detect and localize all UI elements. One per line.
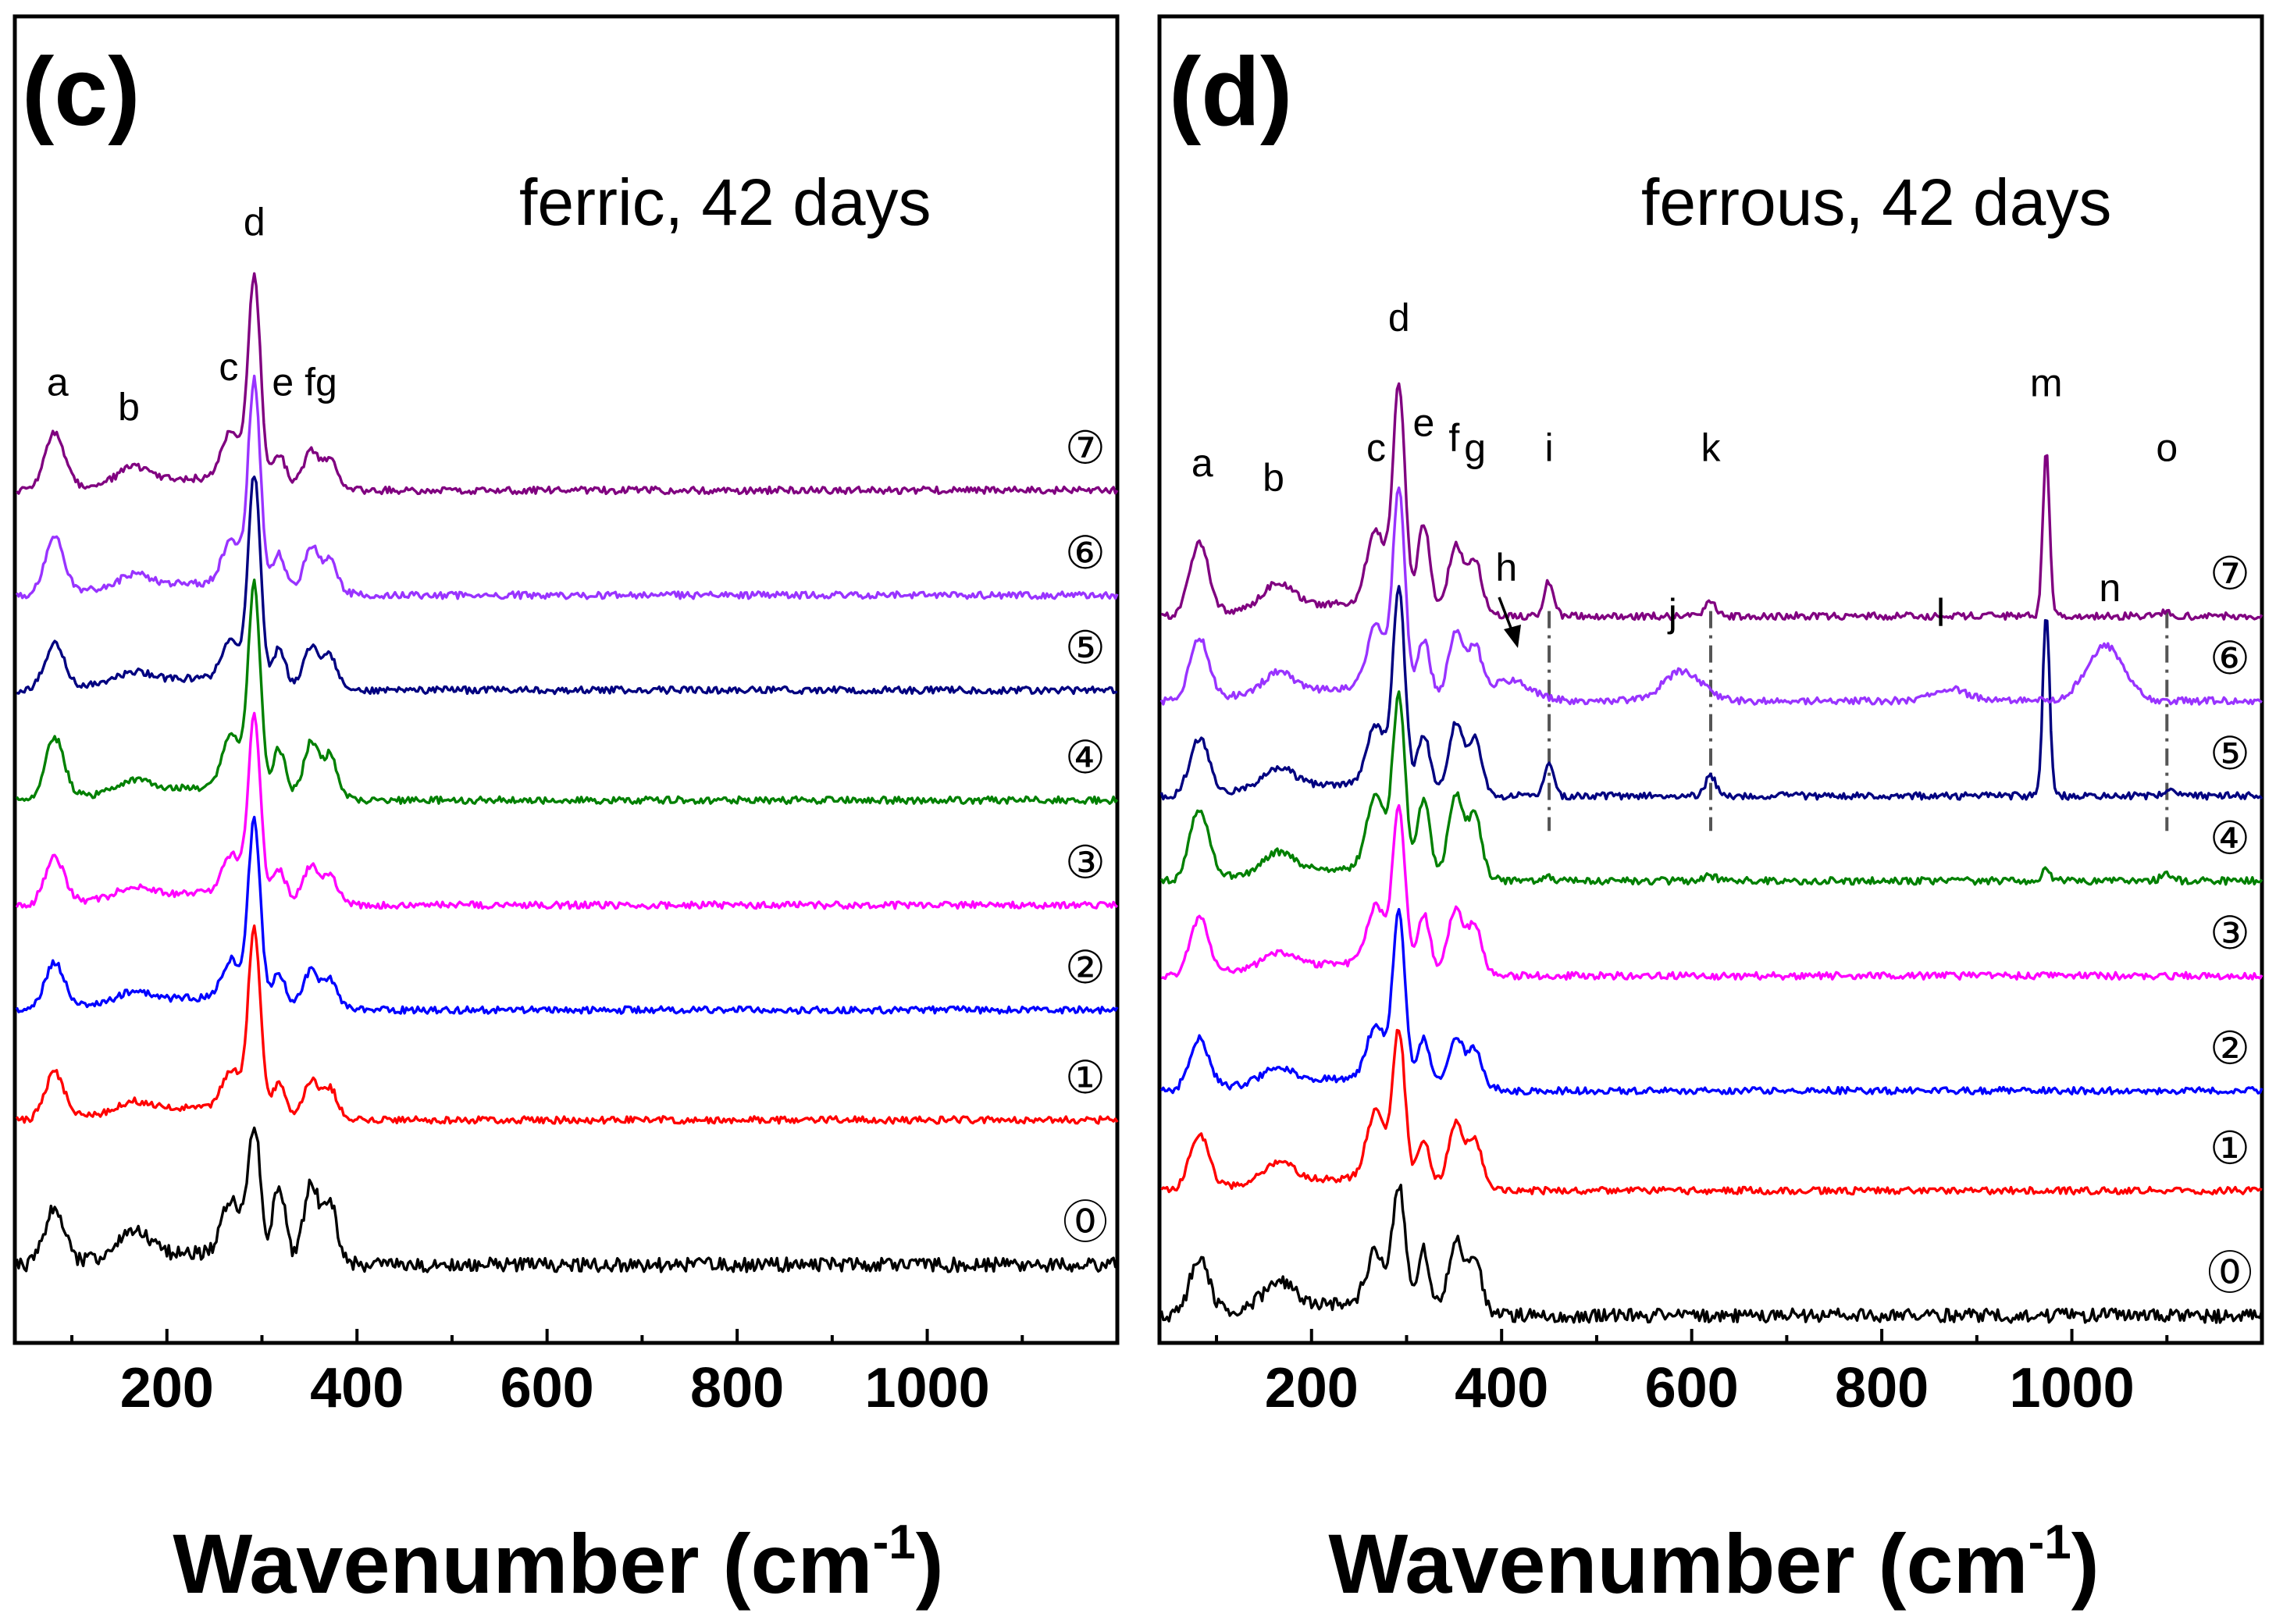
- trace-2: [1160, 907, 2264, 1096]
- trace-3: [1161, 803, 2264, 981]
- x-tick-label-1000: 1000: [2009, 1357, 2134, 1419]
- trace-6: [1159, 486, 2263, 706]
- panel-d-h-arrow-head: [1504, 625, 1521, 648]
- trace-0: [1159, 1184, 2264, 1324]
- panel-d-peak-labels: a b c d e f g i k m o h j l n: [1191, 296, 2178, 635]
- trace-4: [1159, 690, 2264, 886]
- peak-label-e: e: [272, 360, 294, 404]
- series-label-5: ⑤: [1065, 621, 1106, 674]
- panel-c-x-axis-title-end: ): [916, 1516, 944, 1611]
- x-tick-label-800: 800: [690, 1357, 784, 1419]
- series-label-3: ③: [2210, 906, 2250, 960]
- series-label-4: ④: [1065, 731, 1106, 784]
- peak-label-a: a: [1191, 441, 1213, 485]
- peak-label-i: i: [1545, 426, 1554, 470]
- peak-label-fg: fg: [305, 360, 337, 404]
- series-label-6: ⑥: [1065, 526, 1106, 579]
- peak-label-b: b: [118, 385, 140, 429]
- series-label-5: ⑤: [2210, 727, 2250, 780]
- peak-label-a: a: [47, 360, 69, 404]
- x-tick-label-800: 800: [1835, 1357, 1929, 1419]
- x-tick-label-400: 400: [310, 1357, 404, 1419]
- series-label-7: ⑦: [1065, 421, 1106, 474]
- series-label-1: ①: [1065, 1051, 1106, 1104]
- panel-c-x-axis-title-main: Wavenumber (cm: [173, 1516, 872, 1611]
- x-tick-label-200: 200: [120, 1357, 214, 1419]
- trace-0: [15, 1126, 1119, 1273]
- panel-c-frame: [12, 14, 1120, 1345]
- peak-label-b: b: [1263, 456, 1284, 500]
- panel-d-condition: ferrous, 42 days: [1641, 166, 2111, 239]
- series-label-2: ②: [2210, 1021, 2250, 1074]
- trace-3: [15, 711, 1119, 910]
- peak-label-c: c: [1366, 426, 1386, 470]
- panel-d-label: (d): [1169, 38, 1292, 146]
- peak-label-e: e: [1412, 401, 1434, 445]
- series-label-4: ④: [2210, 812, 2250, 865]
- peak-label-c: c: [219, 345, 238, 389]
- trace-6: [15, 374, 1119, 600]
- panel-c-condition: ferric, 42 days: [519, 166, 931, 239]
- peak-label-n: n: [2099, 566, 2121, 610]
- x-tick-label-1000: 1000: [864, 1357, 989, 1419]
- panel-c: (c) ferric, 42 days a b c d e fg ⓪ ① ② ③ ④ ⑤ ⑥ ⑦ 200…: [12, 14, 1120, 1611]
- series-label-3: ③: [1065, 836, 1106, 889]
- trace-5: [16, 475, 1118, 696]
- panel-c-traces: [15, 272, 1119, 1273]
- series-label-0: ⓪: [2207, 1246, 2253, 1299]
- panel-c-series-labels: ⓪ ① ② ③ ④ ⑤ ⑥ ⑦: [1063, 421, 1108, 1248]
- trace-2: [15, 815, 1119, 1015]
- peak-label-d: d: [1388, 296, 1410, 340]
- panel-c-x-axis-title-sup: -1: [873, 1515, 916, 1569]
- panel-c-label: (c): [22, 38, 141, 146]
- panel-c-x-ticks: 200 400 600 800 1000: [70, 1329, 1024, 1419]
- trace-7: [1160, 382, 2264, 621]
- series-label-2: ②: [1065, 941, 1106, 994]
- panel-c-peak-labels: a b c d e fg: [47, 201, 337, 429]
- peak-label-l: l: [1936, 591, 1945, 635]
- x-tick-label-600: 600: [1645, 1357, 1739, 1419]
- peak-label-j: j: [1667, 591, 1677, 635]
- peak-label-f: f: [1448, 416, 1459, 460]
- trace-5: [1159, 585, 2264, 801]
- trace-7: [16, 272, 1119, 496]
- panel-d-x-axis-title-sup: -1: [2028, 1515, 2071, 1569]
- panel-d-series-labels: ⓪ ① ② ③ ④ ⑤ ⑥ ⑦: [2207, 547, 2253, 1299]
- panel-d: (d) ferrous, 42 days a b c d e f g i k m o h j l n ⓪ ① ②…: [1157, 14, 2264, 1611]
- series-label-6: ⑥: [2210, 632, 2250, 685]
- trace-1: [1160, 1028, 2263, 1196]
- series-label-7: ⑦: [2210, 547, 2250, 600]
- peak-label-o: o: [2156, 426, 2178, 470]
- x-tick-label-400: 400: [1455, 1357, 1548, 1419]
- panel-d-traces: [1159, 382, 2264, 1324]
- peak-label-h: h: [1495, 546, 1517, 589]
- series-label-0: ⓪: [1063, 1195, 1108, 1248]
- trace-1: [15, 924, 1119, 1125]
- panel-d-guide-lines: [1548, 611, 2169, 832]
- peak-label-m: m: [2030, 361, 2063, 404]
- panel-d-x-axis-title-end: ): [2071, 1516, 2100, 1611]
- peak-label-g: g: [1464, 426, 1486, 470]
- peak-label-k: k: [1701, 426, 1722, 470]
- panel-d-x-ticks: 200 400 600 800 1000: [1215, 1329, 2169, 1419]
- panel-d-x-axis-title: Wavenumber (cm-1): [1328, 1515, 2099, 1611]
- x-tick-label-200: 200: [1265, 1357, 1359, 1419]
- x-tick-label-600: 600: [500, 1357, 594, 1419]
- panel-d-frame: [1157, 14, 2264, 1345]
- peak-label-d: d: [244, 201, 265, 244]
- series-label-1: ①: [2210, 1121, 2250, 1174]
- trace-4: [16, 579, 1119, 805]
- panel-d-x-axis-title-main: Wavenumber (cm: [1328, 1516, 2028, 1611]
- panel-c-x-axis-title: Wavenumber (cm-1): [173, 1515, 943, 1611]
